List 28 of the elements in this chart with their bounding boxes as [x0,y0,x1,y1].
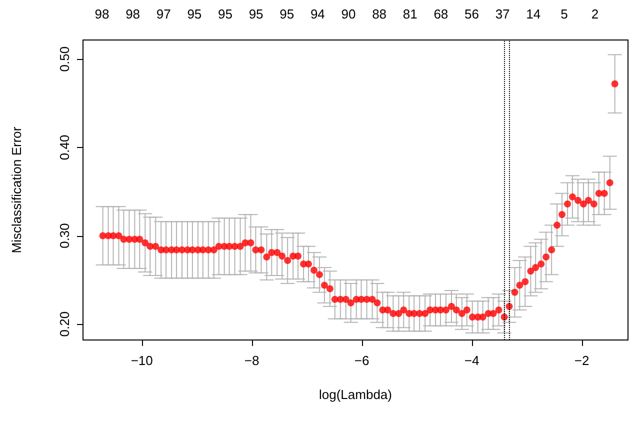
text: 68 [434,6,448,22]
text: 56 [464,6,479,22]
text: 81 [402,6,418,22]
text: 95 [187,6,202,22]
text: 5 [560,6,568,22]
x-axis-title: log(Lambda) [319,387,392,402]
text: 94 [310,6,325,22]
x-tick-label: −4 [464,353,480,368]
x-tick-label: −8 [244,353,260,368]
y-tick-label: 0.20 [57,311,72,337]
text: 2 [591,6,599,22]
text: 37 [495,6,510,22]
text: 95 [218,6,232,22]
text: 97 [156,6,171,22]
text: 14 [526,6,541,22]
text: 90 [341,6,356,22]
y-tick-label: 0.50 [57,46,72,72]
y-tick-label: 0.30 [57,223,72,248]
text: 95 [280,6,294,22]
x-tick-label: −10 [130,353,153,368]
x-tick-label: −2 [574,353,590,368]
text: 88 [372,6,387,22]
x-tick-label: −6 [354,353,370,368]
text: 98 [94,6,110,22]
text: 98 [126,6,140,22]
text: 95 [248,6,264,22]
y-axis-title: Misclassification Error [9,126,24,254]
y-tick-label: 0.40 [57,134,72,160]
